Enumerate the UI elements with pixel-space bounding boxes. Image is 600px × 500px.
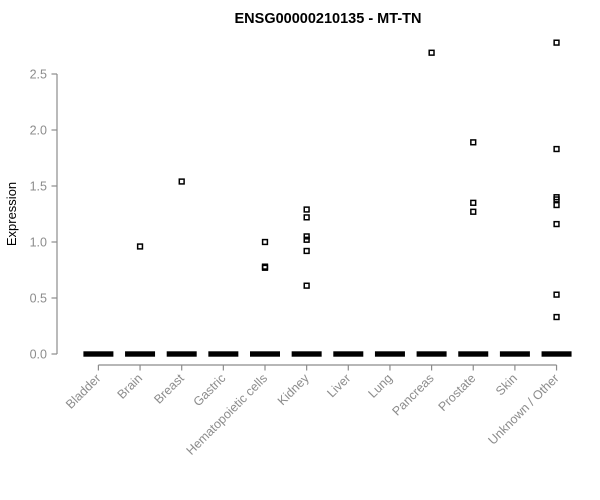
- x-tick-label: Liver: [324, 371, 353, 400]
- y-tick-label: 1.0: [30, 236, 47, 250]
- x-tick-label: Lung: [366, 371, 396, 401]
- zero-cluster-bar: [374, 351, 405, 357]
- x-tick-label: Hematopoietic cells: [184, 371, 271, 458]
- data-point: [553, 201, 560, 209]
- data-point: [178, 178, 185, 185]
- zero-cluster-bar: [416, 351, 447, 357]
- x-tick-label: Unknown / Other: [485, 371, 561, 447]
- x-tick-label: Prostate: [436, 371, 479, 414]
- data-point: [303, 233, 310, 240]
- x-tick-label: Bladder: [63, 371, 103, 411]
- zero-cluster-bar: [291, 351, 322, 357]
- zero-cluster-bar: [83, 351, 114, 357]
- y-tick-label: 0.0: [30, 348, 47, 362]
- y-axis-title: Expression: [4, 182, 19, 246]
- data-point: [303, 206, 310, 213]
- y-tick-label: 2.5: [30, 68, 47, 82]
- y-tick-label: 2.0: [30, 124, 47, 138]
- data-point: [553, 220, 560, 228]
- x-tick-label: Brain: [115, 371, 146, 402]
- x-tick-label: Gastric: [191, 371, 229, 409]
- x-tick-label: Pancreas: [389, 371, 436, 418]
- data-point: [428, 49, 435, 56]
- y-tick-label: 1.5: [30, 180, 47, 194]
- data-point: [303, 282, 310, 289]
- data-point: [303, 236, 310, 243]
- data-point: [470, 199, 477, 206]
- zero-cluster-bar: [125, 351, 156, 357]
- x-tick-label: Skin: [493, 371, 520, 398]
- zero-cluster-bar: [541, 351, 572, 357]
- data-point: [261, 264, 269, 271]
- data-point: [136, 243, 144, 250]
- y-tick-label: 0.5: [30, 292, 47, 306]
- data-point: [553, 145, 560, 153]
- plot-layer: 0.0 0.5 1.0 1.5 2.0 2.5 Bladder Brain Breast Gast…: [30, 39, 572, 458]
- zero-cluster-bar: [499, 351, 530, 357]
- data-point: [553, 196, 560, 203]
- data-point: [470, 139, 477, 146]
- data-point: [470, 208, 477, 215]
- zero-cluster-bar: [333, 351, 364, 357]
- data-point: [303, 214, 310, 221]
- data-point: [553, 291, 560, 298]
- zero-cluster-bar: [208, 351, 239, 357]
- zero-cluster-bar: [250, 351, 280, 357]
- x-tick-label: Kidney: [275, 371, 312, 408]
- data-point: [261, 238, 269, 246]
- zero-cluster-bar: [166, 351, 197, 357]
- data-point: [303, 247, 310, 255]
- x-tick-label: Breast: [151, 371, 187, 407]
- zero-cluster-bar: [458, 351, 489, 357]
- chart-title: ENSG00000210135 - MT-TN: [235, 11, 422, 27]
- data-point: [553, 313, 560, 321]
- data-point: [553, 39, 560, 46]
